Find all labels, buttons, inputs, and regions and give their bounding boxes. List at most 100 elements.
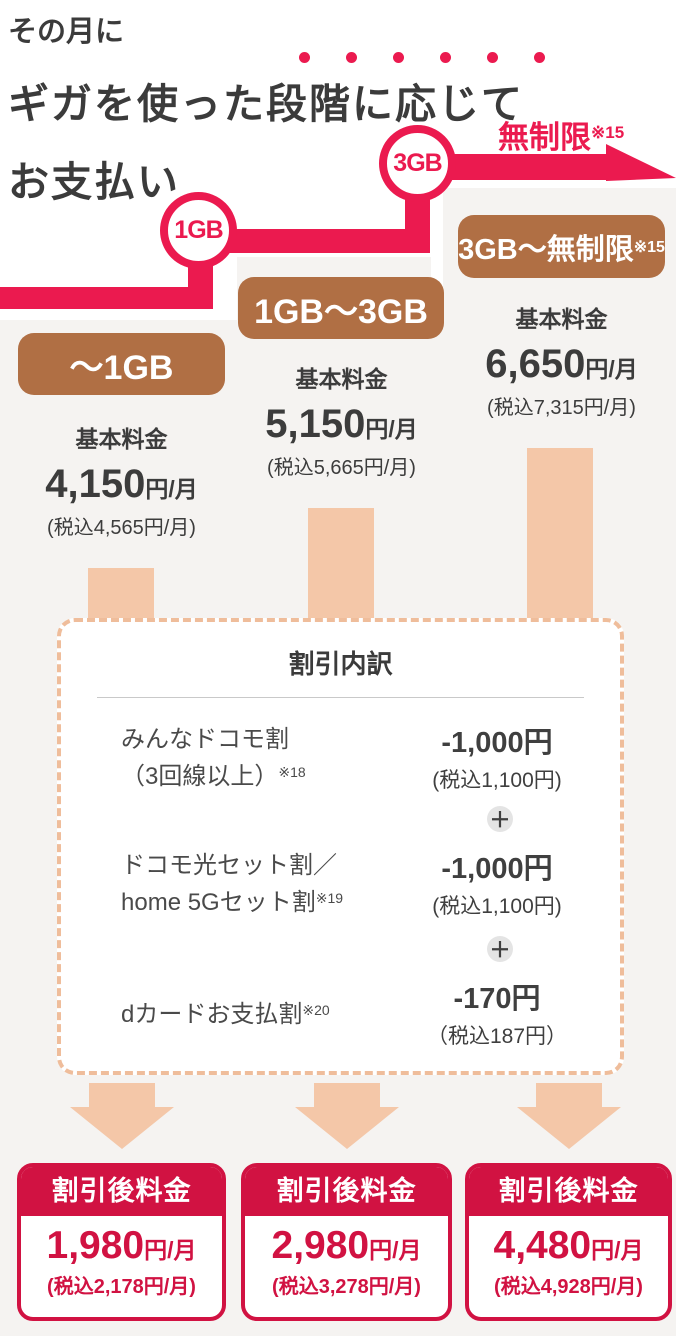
threshold-1gb-label: 1GB <box>174 216 223 244</box>
down-arrow-stem <box>314 1083 380 1107</box>
down-arrow-stem <box>89 1083 155 1107</box>
tier1-price-block: 基本料金 4,150円/月 (税込4,565円/月) <box>18 420 225 540</box>
result-price-unit: 円/月 <box>369 1237 422 1263</box>
discount-row: みんなドコモ割 （3回線以上）※18 -1,000円 (税込1,100円) <box>61 714 620 798</box>
discount-row3-label: dカードお支払割※20 <box>61 994 392 1031</box>
discount-row1-label: みんなドコモ割 （3回線以上）※18 <box>61 719 392 793</box>
discount-row3-value: -170円 （税込187円） <box>392 975 602 1050</box>
unlimited-footnote: ※15 <box>591 123 625 142</box>
result-box-tier3: 割引後料金 4,480円/月 (税込4,928円/月) <box>465 1163 672 1321</box>
ribbon-step2-bar <box>214 229 430 253</box>
result-price-unit: 円/月 <box>591 1237 644 1263</box>
discount-row3-footnote: ※20 <box>302 1001 330 1018</box>
discount-row2-tax: (税込1,100円) <box>432 894 562 918</box>
result-tax-price: (税込3,278円/月) <box>272 1276 421 1298</box>
tier3-tax-price: (税込7,315円/月) <box>487 397 636 419</box>
tier1-tax-price: (税込4,565円/月) <box>47 517 196 539</box>
result-tax-price: (税込4,928円/月) <box>494 1276 643 1298</box>
tier1-connector-bar <box>88 568 154 618</box>
emphasis-dot <box>534 52 545 63</box>
title-line-2: ギガを使った段階に応じて <box>8 81 524 127</box>
emphasis-dot <box>393 52 404 63</box>
discount-row2-value: -1,000円 (税込1,100円) <box>392 845 602 920</box>
tier1-base-label: 基本料金 <box>75 426 168 452</box>
ribbon-arrowhead-icon <box>606 144 676 181</box>
down-arrow-stem <box>536 1083 602 1107</box>
discount-row2-label: ドコモ光セット割／ home 5Gセット割※19 <box>61 845 392 919</box>
result-box-tier2: 割引後料金 2,980円/月 (税込3,278円/月) <box>241 1163 452 1321</box>
ribbon-step3-bar <box>441 154 610 180</box>
title-line-3: お支払い <box>8 159 180 205</box>
emphasis-dot <box>487 52 498 63</box>
tier3-connector-bar <box>527 448 593 618</box>
result-price-amount: 1,980 <box>46 1224 145 1267</box>
discount-box-title: 割引内訳 <box>288 649 393 679</box>
discount-row3-label-line1: dカードお支払割 <box>121 1000 303 1028</box>
tier3-price: 6,650円/月 <box>458 342 665 387</box>
result-box-tier1: 割引後料金 1,980円/月 (税込2,178円/月) <box>17 1163 226 1321</box>
result-price-amount: 4,480 <box>493 1224 592 1267</box>
threshold-3gb-label: 3GB <box>393 149 442 177</box>
discount-row1-value: -1,000円 (税込1,100円) <box>392 719 602 794</box>
down-arrow-head <box>517 1107 621 1149</box>
discount-row1-amount: -1,000円 <box>441 726 553 759</box>
ribbon-threshold-3gb: 3GB <box>379 125 456 202</box>
tier2-price-block: 基本料金 5,150円/月 (税込5,665円/月) <box>238 360 445 480</box>
down-arrow-icon <box>517 1083 621 1149</box>
plus-icon: ＋ <box>487 936 513 962</box>
tier3-price-block: 基本料金 6,650円/月 (税込7,315円/月) <box>458 300 665 420</box>
discount-row3-amount: -170円 <box>453 982 541 1015</box>
tier2-tax-price: (税込5,665円/月) <box>267 457 416 479</box>
down-arrow-icon <box>295 1083 399 1149</box>
result-price: 2,980円/月 <box>245 1224 448 1268</box>
unlimited-text: 無制限 <box>498 120 591 155</box>
emphasis-dot <box>299 52 310 63</box>
tier2-price-unit: 円/月 <box>365 416 418 442</box>
down-arrow-head <box>70 1107 174 1149</box>
discount-row: ドコモ光セット割／ home 5Gセット割※19 -1,000円 (税込1,10… <box>61 840 620 924</box>
discount-box-divider <box>97 697 584 698</box>
tier3-price-unit: 円/月 <box>585 356 638 382</box>
discount-row2-footnote: ※19 <box>315 890 344 906</box>
tier3-range-footnote: ※15 <box>633 238 665 256</box>
tier2-range-label: 1GB～3GB <box>254 292 428 331</box>
tier1-range-label: ～1GB <box>69 348 174 387</box>
tier3-range-label: 3GB～無制限 <box>458 233 634 266</box>
tier1-range-badge: ～1GB <box>18 333 225 395</box>
discount-row2-label-line1: ドコモ光セット割／ <box>121 852 337 879</box>
result-box-header: 割引後料金 <box>245 1167 448 1216</box>
discount-row: dカードお支払割※20 -170円 （税込187円） <box>61 970 620 1054</box>
emphasis-dot <box>440 52 451 63</box>
tier3-range-badge: 3GB～無制限 ※15 <box>458 215 665 278</box>
result-price-amount: 2,980 <box>271 1224 370 1267</box>
result-box-header: 割引後料金 <box>469 1167 668 1216</box>
discount-breakdown-box: 割引内訳 みんなドコモ割 （3回線以上）※18 -1,000円 (税込1,100… <box>57 618 624 1075</box>
discount-row1-label-line2: （3回線以上） <box>121 763 279 790</box>
discount-row1-label-line1: みんなドコモ割 <box>121 726 289 753</box>
tier2-price: 5,150円/月 <box>238 402 445 447</box>
title-line-1: その月に <box>8 16 125 48</box>
result-tax-price: (税込2,178円/月) <box>47 1276 196 1298</box>
tier2-connector-bar <box>308 508 374 618</box>
tier1-price: 4,150円/月 <box>18 462 225 507</box>
unlimited-label: 無制限※15 <box>498 112 624 157</box>
tier1-price-amount: 4,150 <box>45 462 146 506</box>
tier2-base-label: 基本料金 <box>295 366 388 392</box>
discount-row2-amount: -1,000円 <box>441 852 553 885</box>
tier2-range-badge: 1GB～3GB <box>238 277 444 339</box>
tier1-price-unit: 円/月 <box>145 476 198 502</box>
emphasis-dot <box>346 52 357 63</box>
ribbon-threshold-1gb: 1GB <box>160 192 237 269</box>
down-arrow-icon <box>70 1083 174 1149</box>
ribbon-step1-bar <box>0 287 213 309</box>
result-price: 4,480円/月 <box>469 1224 668 1268</box>
result-price: 1,980円/月 <box>21 1224 222 1268</box>
tier2-price-amount: 5,150 <box>265 402 366 446</box>
discount-row2-label-line2: home 5Gセット割 <box>121 889 316 916</box>
result-price-unit: 円/月 <box>144 1237 197 1263</box>
discount-row1-tax: (税込1,100円) <box>432 768 562 792</box>
plus-icon: ＋ <box>487 806 513 832</box>
result-box-header: 割引後料金 <box>21 1167 222 1216</box>
tier3-base-label: 基本料金 <box>515 306 608 332</box>
